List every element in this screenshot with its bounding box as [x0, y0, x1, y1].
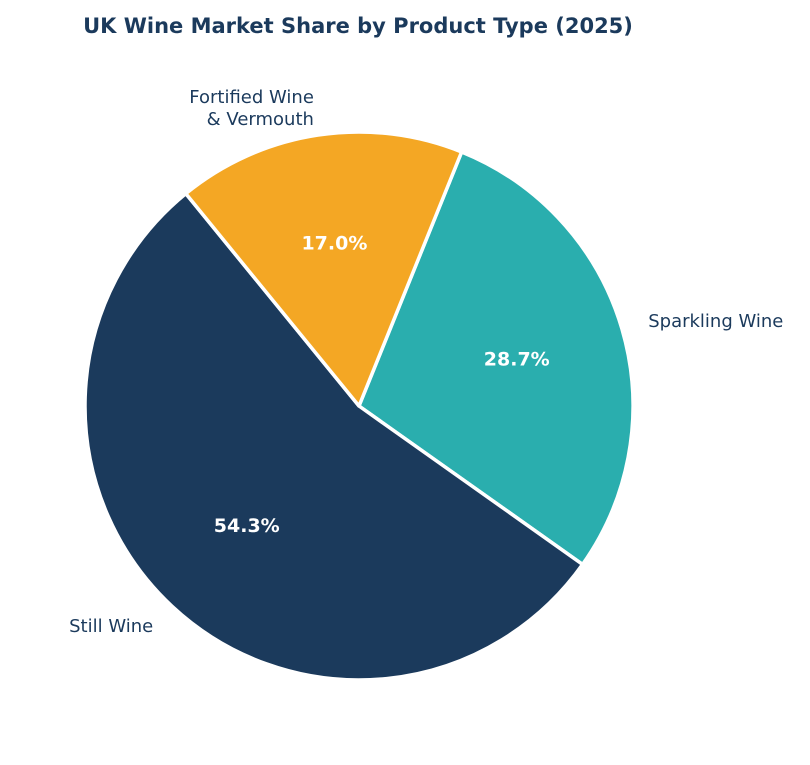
- chart-title: UK Wine Market Share by Product Type (20…: [83, 14, 633, 38]
- pie-slice-fortified-wine-vermouth: [184, 130, 464, 408]
- pct-label-sparkling-wine: 28.7%: [484, 349, 550, 371]
- pie-slice-still-wine: [83, 191, 585, 682]
- pie-slice-sparkling-wine: [357, 150, 635, 567]
- category-label-sparkling-wine: Sparkling Wine: [648, 311, 783, 332]
- pct-label-still-wine: 54.3%: [214, 515, 280, 537]
- category-label-still-wine: Still Wine: [69, 616, 153, 637]
- category-label-fortified-wine-vermouth: Fortified Wine & Vermouth: [189, 87, 314, 130]
- pie-slices: [83, 130, 635, 682]
- pie-labels: 28.7% Sparkling Wine 54.3% Still Wine 17.0% F…: [69, 87, 783, 637]
- pct-label-fortified-wine-vermouth: 17.0%: [301, 232, 367, 254]
